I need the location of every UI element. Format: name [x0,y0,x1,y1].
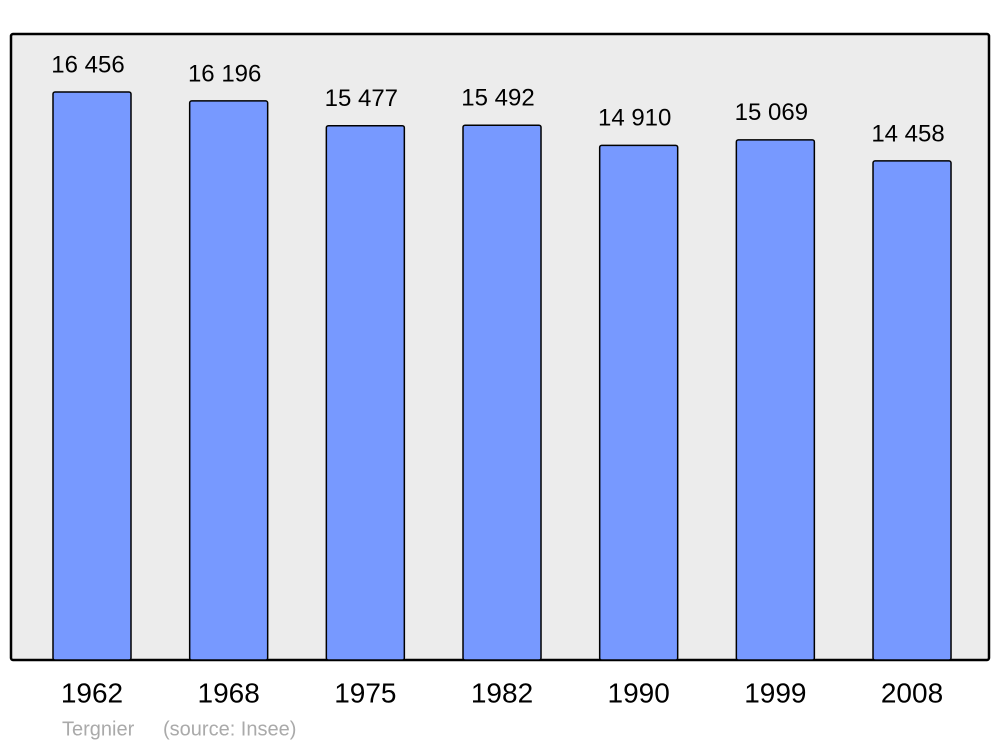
value-label: 14 458 [871,120,944,147]
bar [188,100,269,661]
value-label: 16 196 [188,60,261,87]
x-tick-label: 1968 [198,677,260,708]
place-label: Tergnier [62,718,135,740]
value-label: 16 456 [51,51,124,78]
source-label: (source: Insee) [163,718,296,740]
x-tick-label: 1962 [61,677,123,708]
x-tick-label: 1975 [334,677,396,708]
bar [598,144,679,661]
bar [325,125,406,661]
value-label: 15 492 [461,85,534,112]
x-tick-label: 1990 [608,677,670,708]
bar [872,160,952,661]
value-label: 14 910 [598,105,671,132]
bar [52,91,132,661]
value-label: 15 477 [325,85,398,112]
x-tick-label: 1982 [471,677,533,708]
bar [462,124,542,661]
x-tick-label: 2008 [881,677,943,708]
value-label: 15 069 [735,99,808,126]
x-tick-label: 1999 [744,677,806,708]
bar [735,139,816,661]
